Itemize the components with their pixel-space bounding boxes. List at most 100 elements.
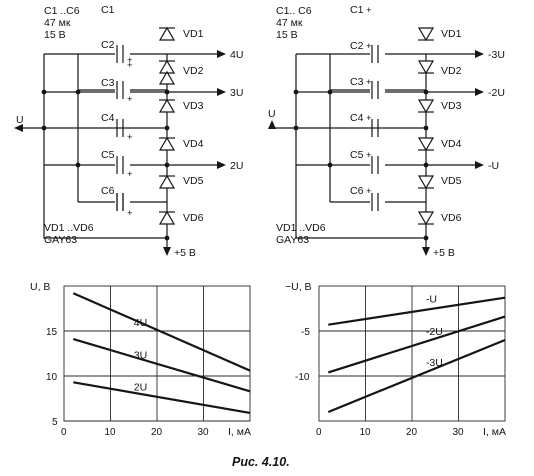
plus-mark: + [127,208,133,219]
capacitor-c1: C1 + [101,4,133,71]
diode-vd1: VD1 [417,27,462,42]
diode-label: VD4 [183,138,204,150]
diode-vd5: VD5 [417,175,462,190]
diode-label: VD3 [183,100,204,112]
series-line-0 [327,338,506,414]
diode-label: VD4 [441,138,462,150]
diode-note-line-1: VD1 ..VD6 [276,222,326,234]
capacitor-c3: C3 + [350,76,379,137]
plus-mark: + [366,5,372,16]
cap-label: C5 [101,149,115,161]
diode-vd1: VD1 [158,28,204,74]
x-tick-label: 30 [453,427,465,438]
y-axis-label: U, В [30,281,50,293]
y-tick-label: -10 [295,372,310,383]
capacitor-c1: C1 + [350,4,379,63]
series-label: -U [426,293,437,305]
cap-label: C2 [101,39,115,51]
diode-vd1-body [158,26,176,41]
junction-dots [293,89,429,241]
series-label: 2U [134,381,147,393]
diode-label: VD2 [441,65,462,77]
diode-label: VD1 [441,28,462,40]
plus-mark: + [127,169,133,180]
plus-mark: + [366,150,372,161]
diode-label: VD6 [441,212,462,224]
chart-left: 0 10 20 30 5 10 15 U, В I, мА 4U 3U 2U [30,281,251,438]
cap-label: C1 [101,4,115,16]
series-line-2 [328,296,506,326]
diode-vd4: VD4 [158,136,204,151]
x-tick-label: 20 [406,427,418,438]
capacitor-c4: C4 + [101,112,133,174]
chart-right: 0 10 20 30 -10 -5 −U, В I, мА -3U -2U -U [285,281,506,438]
diode-vd6: VD6 [158,210,204,225]
cap-label: C3 [350,76,364,88]
x-axis-label: I, мА [228,426,251,438]
capacitor-c6: C6 + [350,185,372,197]
diode-label: VD3 [441,100,462,112]
x-tick-label: 20 [151,427,163,438]
series-line-1 [72,338,251,393]
series-line-0 [72,292,251,372]
input-label: U [16,114,24,126]
capacitor-c3: C3 + [101,77,133,137]
figure-caption: Рис. 4.10. [232,455,290,469]
y-tick-label: 15 [46,327,58,338]
x-axis-label: I, мА [483,426,506,438]
plus-mark: + [366,113,372,124]
output-label-2u: 2U [230,160,243,172]
circuit-negative: C1.. C6 47 мк 15 В C1 + C2 + C3 + C4 [268,4,505,259]
diode-label: VD5 [183,175,204,187]
series-label: -3U [426,357,443,369]
plus-mark: + [366,77,372,88]
capacitor-c2: C2 + [350,40,379,99]
y-axis-label: −U, В [285,281,312,293]
output-label-3u: 3U [230,87,243,99]
x-tick-label: 10 [105,427,117,438]
plus-mark: + [366,41,372,52]
diode-vd2: VD2 [158,65,204,85]
diode-vd3: VD3 [417,99,462,114]
plus-mark: + [127,132,133,143]
diode-label: VD6 [183,212,204,224]
x-tick-label: 30 [198,427,210,438]
plus-mark: + [127,55,133,66]
diode-vd2: VD2 [417,60,462,77]
output-label-minus-u: -U [488,160,499,172]
x-tick-label: 0 [61,427,67,438]
y-tick-label: -5 [301,327,310,338]
cap-label: C5 [350,149,364,161]
y-tick-label: 5 [52,417,58,428]
capacitor-c4: C4 + [350,112,379,174]
capacitor-c6: C6 + [101,185,133,219]
junction-dots [41,89,170,241]
y-tick-label: 10 [46,372,58,383]
cap-note-line-3: 15 В [276,29,298,41]
diode-label: VD2 [183,65,204,77]
cap-label: C1 [350,4,364,16]
diode-vd5: VD5 [158,174,204,189]
cap-note-line-1: C1.. C6 [276,5,312,17]
x-tick-label: 10 [360,427,372,438]
series-label: 3U [134,350,147,362]
diode-vd6: VD6 [417,211,462,226]
series-line-1 [327,315,506,374]
cap-label: C4 [101,112,115,124]
diode-note-line-1: VD1 ..VD6 [44,222,94,234]
cap-note-line-3: 15 В [44,29,66,41]
output-label-minus-2u: -2U [488,87,505,99]
cap-label: C6 [350,185,364,197]
capacitor-c5: C5 + [350,149,379,211]
diode-label: VD1 [183,28,204,40]
cap-label: C6 [101,185,115,197]
output-label-minus-3u: -3U [488,49,505,61]
supply-label: +5 В [174,247,196,259]
series-label: -2U [426,326,443,338]
x-tick-label: 0 [316,427,322,438]
circuit-positive: C1 ..C6 47 мк 15 В C1 + C2 + C3 + [14,4,243,259]
cap-note-line-2: 47 мк [44,17,71,29]
plus-mark: + [127,60,133,71]
series-line-2 [73,381,251,414]
input-label: U [268,108,276,120]
